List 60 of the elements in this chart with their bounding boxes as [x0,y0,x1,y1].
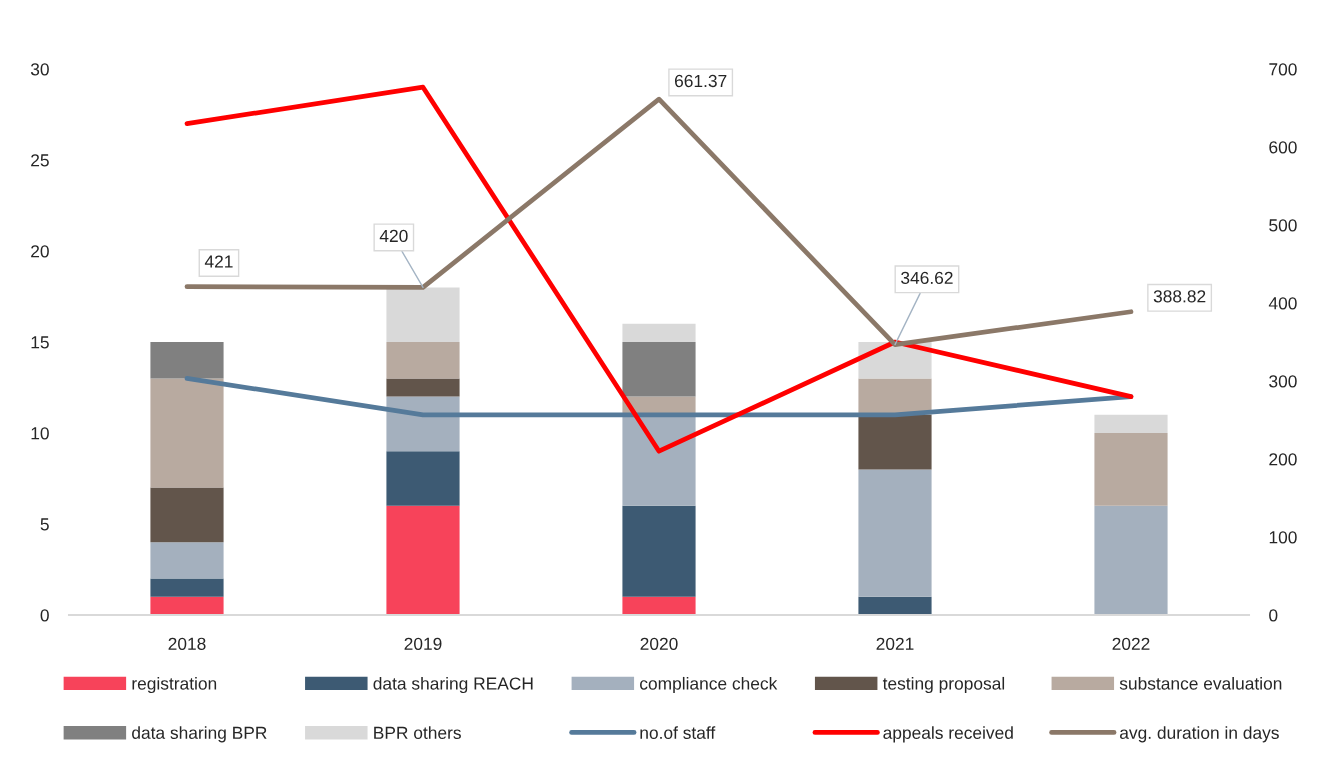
legend-label: substance evaluation [1119,676,1282,690]
y-tick-label: 30 [30,63,49,76]
bar [386,451,460,506]
bar [858,596,932,615]
y2-tick-label: 700 [1269,63,1297,76]
bar [150,378,224,488]
legend-label: no.of staff [640,726,716,739]
legend-label: compliance check [640,676,778,694]
bar [386,396,460,452]
y2-tick-label: 100 [1269,531,1297,544]
legend-label: BPR others [374,726,461,739]
bar [1094,505,1168,615]
bar [150,342,224,379]
bar [622,505,696,597]
y-tick-label: 25 [31,154,49,167]
bar [1094,414,1168,433]
x-tick-label: 2019 [404,637,442,650]
y2-tick-label: 200 [1269,453,1297,466]
y-tick-label: 5 [40,518,49,531]
bar [150,542,224,579]
data-label: 346.62 [901,271,953,285]
y2-tick-label: 500 [1269,219,1297,232]
legend-label: registration [132,676,217,694]
bar [858,469,932,597]
legend-label: appeals received [883,726,1013,743]
bar [386,378,460,397]
bar [386,342,460,379]
data-label: 420 [379,229,408,243]
bar [1094,433,1168,506]
legend-label: testing proposal [882,676,1005,694]
y2-tick-label: 300 [1269,375,1297,388]
bar [150,578,224,597]
x-tick-label: 2021 [876,637,914,650]
data-label: 661.37 [675,74,727,88]
bar [858,378,932,415]
y-tick-label: 0 [40,609,49,622]
bar [150,596,224,615]
bar [622,596,696,615]
legend-label: data sharing REACH [373,676,533,694]
bar [622,342,696,397]
bar [386,287,460,342]
y2-tick-label: 0 [1269,609,1278,622]
bar [386,505,460,615]
bar [150,487,224,543]
data-label: 388.82 [1153,290,1206,303]
y-tick-label: 10 [31,427,49,440]
data-label: 421 [204,255,233,268]
x-tick-label: 2020 [640,637,678,650]
y-tick-label: 20 [31,245,49,258]
y2-tick-label: 600 [1269,141,1297,154]
y-tick-label: 15 [31,336,49,349]
x-tick-label: 2018 [168,637,206,650]
legend-label: avg. duration in days [1120,726,1279,743]
bar [622,414,696,506]
x-tick-label: 2022 [1112,637,1150,650]
bar [858,414,932,470]
bar [622,323,696,342]
line-series [184,96,1134,347]
y2-tick-label: 400 [1268,297,1297,310]
legend-label: data sharing BPR [132,726,267,743]
